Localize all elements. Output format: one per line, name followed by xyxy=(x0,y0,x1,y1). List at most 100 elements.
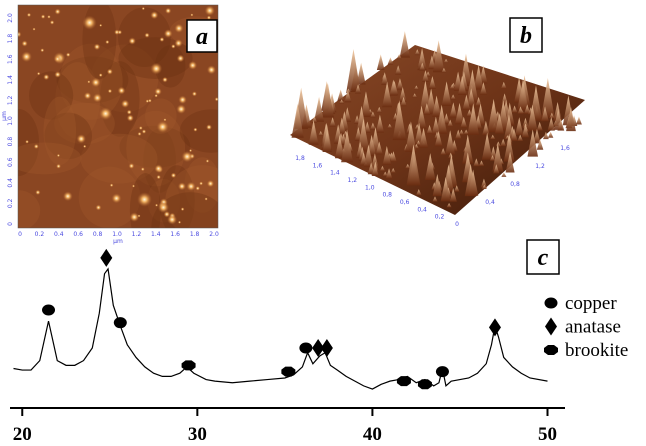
y-tick-label: 1.0 xyxy=(7,116,14,126)
tick-label: 0,4 xyxy=(417,206,427,213)
grain xyxy=(21,40,27,46)
x-tick-label: 1.6 xyxy=(170,231,180,238)
grain xyxy=(139,126,143,130)
grain xyxy=(47,15,51,19)
grain xyxy=(174,39,182,47)
x-tick-label: 50 xyxy=(538,424,557,445)
tick-label: 1,6 xyxy=(313,162,323,169)
grain xyxy=(206,124,212,130)
x-tick-label: 1.2 xyxy=(132,231,142,238)
x-tick-label: 2.0 xyxy=(209,231,219,238)
grain xyxy=(50,20,55,25)
tick-label: 0,8 xyxy=(382,192,392,199)
grain xyxy=(37,72,40,75)
shade xyxy=(180,109,244,152)
grain xyxy=(156,175,160,179)
grain xyxy=(193,128,197,132)
legend-marker xyxy=(545,318,557,336)
tick-label: 0,6 xyxy=(400,199,410,206)
grain xyxy=(132,185,135,188)
grain xyxy=(99,107,112,120)
grain xyxy=(114,29,120,35)
tick-label: 1,4 xyxy=(330,170,340,177)
legend-label: brookite xyxy=(565,340,628,361)
grain xyxy=(54,55,61,62)
grain xyxy=(190,13,193,16)
marker xyxy=(299,342,312,353)
grain xyxy=(105,40,109,44)
grain xyxy=(66,52,71,57)
marker xyxy=(418,379,432,389)
grain xyxy=(33,28,36,31)
x-tick-label: 0.6 xyxy=(73,231,83,238)
y-tick-label: 1.8 xyxy=(7,34,14,44)
grain xyxy=(157,121,169,133)
grain xyxy=(150,63,162,75)
grain xyxy=(57,154,60,157)
marker xyxy=(436,366,449,377)
tick-label: 0,8 xyxy=(510,181,520,188)
grain xyxy=(56,164,61,169)
marker xyxy=(100,249,112,267)
x-tick-label: 0 xyxy=(18,231,22,238)
grain xyxy=(181,207,185,211)
grain xyxy=(205,5,215,15)
grain xyxy=(178,95,187,104)
afm-3d-surface xyxy=(290,31,585,215)
grain xyxy=(25,140,29,144)
grain xyxy=(94,44,101,51)
y-tick-label: 0.2 xyxy=(7,198,14,208)
x-tick-label: 40 xyxy=(363,424,382,445)
y-tick-label: 0.6 xyxy=(7,157,14,167)
grain xyxy=(171,173,177,179)
grain xyxy=(155,204,158,207)
grain xyxy=(146,99,150,103)
grain xyxy=(111,193,121,203)
grain xyxy=(176,104,186,114)
grain xyxy=(186,182,195,191)
x-tick-label: 1.4 xyxy=(151,231,161,238)
grain xyxy=(207,15,211,19)
grain xyxy=(154,88,161,95)
grain xyxy=(118,87,126,95)
grain xyxy=(84,92,92,100)
spike xyxy=(548,132,553,138)
panel-label: c xyxy=(538,245,549,271)
grain xyxy=(137,192,152,207)
legend-marker xyxy=(544,345,558,355)
x-tick-label: 0.2 xyxy=(35,231,45,238)
grain xyxy=(144,33,149,38)
spike xyxy=(377,54,385,70)
grain xyxy=(138,132,142,136)
x-tick-label: 0.4 xyxy=(54,231,64,238)
tick-label: 0,2 xyxy=(435,214,445,221)
tick-label: 1,8 xyxy=(295,155,305,162)
grain xyxy=(141,167,145,171)
y-tick-label: 1.4 xyxy=(7,75,14,85)
grain xyxy=(43,74,49,80)
marker xyxy=(397,376,411,386)
grain xyxy=(40,48,44,52)
y-tick-label: 0 xyxy=(7,222,14,226)
grain xyxy=(164,211,171,218)
legend-label: copper xyxy=(565,293,617,314)
legend-marker xyxy=(545,298,558,309)
spike xyxy=(576,117,582,125)
panel-label: b xyxy=(520,23,532,49)
grain xyxy=(35,190,40,195)
marker xyxy=(182,360,196,370)
grain xyxy=(127,110,132,115)
grain xyxy=(205,197,208,200)
tick-label: 1,6 xyxy=(560,145,570,152)
grain xyxy=(99,73,103,77)
y-tick-label: 0.4 xyxy=(7,178,14,188)
grain xyxy=(181,151,192,162)
grain xyxy=(41,14,46,19)
grain xyxy=(55,9,61,15)
grain xyxy=(82,16,96,30)
spike xyxy=(337,89,344,100)
figure: a b c 00.20.40.60.81.01.21.41.61.82.000.… xyxy=(0,0,646,446)
spike xyxy=(388,57,394,64)
grain xyxy=(108,89,112,93)
tick-label: 1,2 xyxy=(535,163,545,170)
